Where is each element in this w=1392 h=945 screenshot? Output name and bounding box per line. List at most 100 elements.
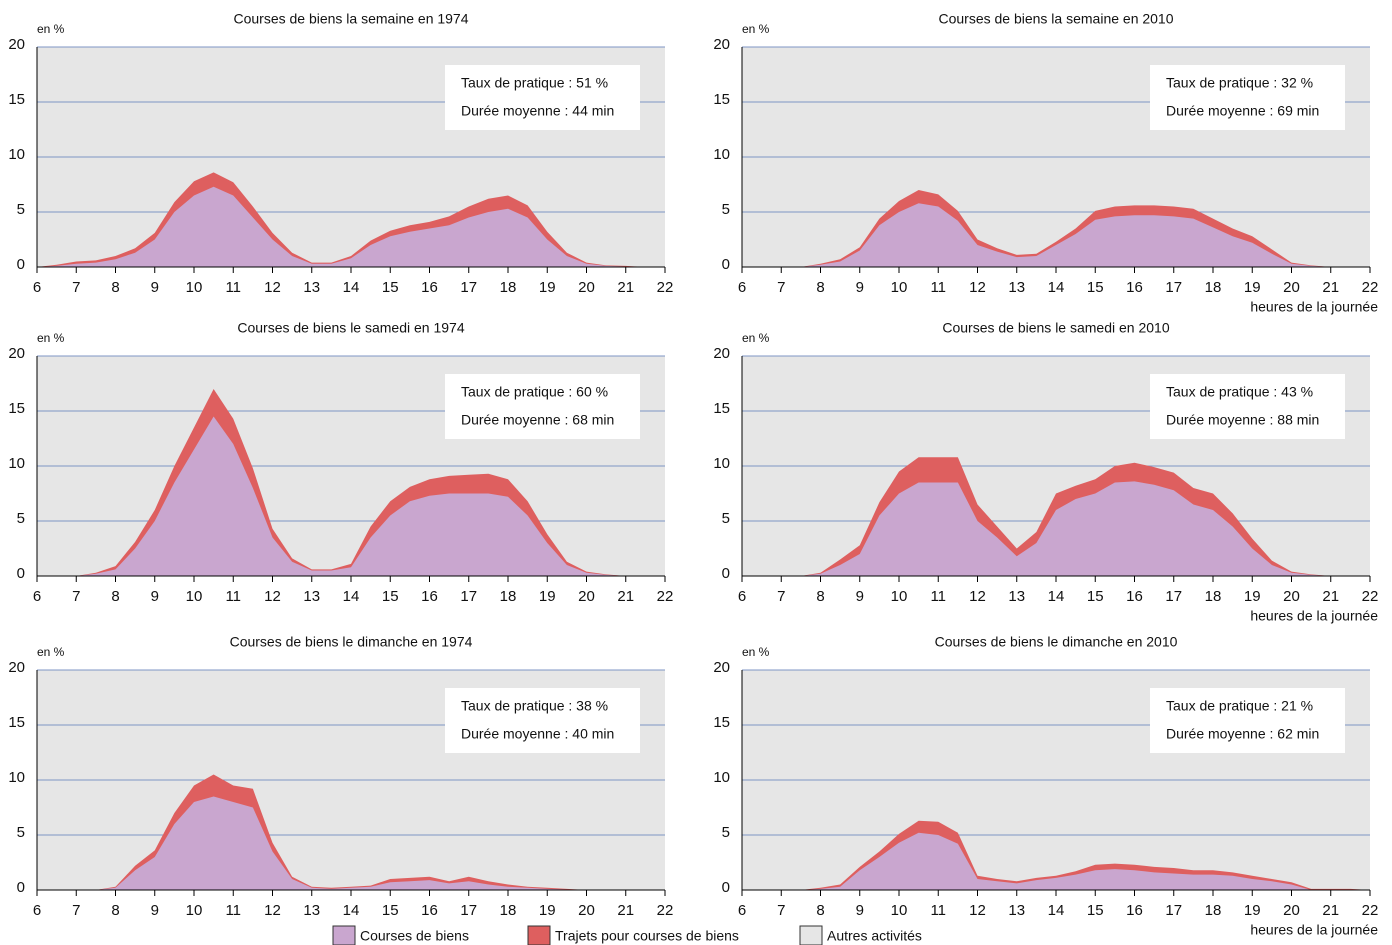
y-tick-label: 0 <box>17 256 25 273</box>
annotation-box <box>1150 374 1345 439</box>
annotation-box <box>1150 65 1345 130</box>
x-tick-label: 18 <box>1205 902 1222 919</box>
x-tick-label: 15 <box>1087 902 1104 919</box>
y-tick-label: 10 <box>713 455 730 472</box>
x-tick-label: 20 <box>1283 902 1300 919</box>
x-tick-label: 21 <box>1322 588 1339 605</box>
x-tick-label: 6 <box>33 902 41 919</box>
chart-title: Courses de biens la semaine en 1974 <box>233 11 468 27</box>
x-tick-label: 19 <box>1244 902 1261 919</box>
x-tick-label: 11 <box>930 588 946 605</box>
y-tick-label: 20 <box>8 36 25 53</box>
y-tick-label: 20 <box>713 345 730 362</box>
x-tick-label: 18 <box>1205 588 1222 605</box>
x-tick-label: 9 <box>151 902 159 919</box>
x-tick-label: 21 <box>1322 279 1339 296</box>
legend-label: Trajets pour courses de biens <box>555 928 739 944</box>
y-axis-unit: en % <box>37 331 65 345</box>
x-tick-label: 7 <box>72 902 80 919</box>
chart-title: Courses de biens le samedi en 1974 <box>237 320 464 336</box>
x-tick-label: 15 <box>382 279 399 296</box>
y-tick-label: 0 <box>722 565 730 582</box>
x-tick-label: 19 <box>1244 588 1261 605</box>
y-tick-label: 0 <box>17 565 25 582</box>
x-tick-label: 15 <box>1087 279 1104 296</box>
x-tick-label: 18 <box>500 279 517 296</box>
x-tick-label: 14 <box>343 902 360 919</box>
x-tick-label: 9 <box>856 588 864 605</box>
x-tick-label: 18 <box>1205 279 1222 296</box>
x-tick-label: 21 <box>617 588 634 605</box>
x-tick-label: 13 <box>303 588 320 605</box>
x-tick-label: 16 <box>421 588 438 605</box>
x-tick-label: 22 <box>1362 279 1379 296</box>
x-tick-label: 16 <box>421 902 438 919</box>
x-tick-label: 18 <box>500 902 517 919</box>
x-tick-label: 8 <box>816 588 824 605</box>
x-tick-label: 12 <box>969 588 986 605</box>
y-tick-label: 0 <box>722 879 730 896</box>
x-tick-label: 7 <box>777 279 785 296</box>
x-tick-label: 11 <box>930 902 946 919</box>
x-tick-label: 11 <box>225 902 241 919</box>
x-tick-label: 10 <box>891 279 908 296</box>
x-tick-label: 9 <box>856 279 864 296</box>
annotation-box <box>445 688 640 753</box>
y-axis-unit: en % <box>742 22 770 36</box>
y-tick-label: 5 <box>17 824 25 841</box>
x-axis-label: heures de la journée <box>1250 608 1378 624</box>
x-tick-label: 11 <box>225 279 241 296</box>
x-tick-label: 22 <box>657 279 674 296</box>
x-tick-label: 6 <box>738 902 746 919</box>
x-tick-label: 12 <box>264 588 281 605</box>
x-tick-label: 20 <box>578 588 595 605</box>
y-tick-label: 10 <box>8 455 25 472</box>
x-tick-label: 9 <box>151 279 159 296</box>
x-tick-label: 20 <box>578 279 595 296</box>
annotation: Durée moyenne : 69 min <box>1166 103 1319 119</box>
legend-swatch <box>527 925 551 945</box>
x-tick-label: 8 <box>111 902 119 919</box>
y-axis-unit: en % <box>37 645 65 659</box>
x-tick-label: 7 <box>72 588 80 605</box>
y-tick-label: 0 <box>722 256 730 273</box>
y-tick-label: 15 <box>713 400 730 417</box>
x-tick-label: 6 <box>738 588 746 605</box>
x-tick-label: 10 <box>186 588 203 605</box>
area <box>37 186 665 267</box>
x-tick-label: 13 <box>1008 902 1025 919</box>
legend-label: Courses de biens <box>360 928 469 944</box>
annotation-box <box>445 65 640 130</box>
y-tick-label: 20 <box>713 36 730 53</box>
x-tick-label: 12 <box>969 902 986 919</box>
legend-swatch <box>332 925 356 945</box>
x-tick-label: 9 <box>856 902 864 919</box>
x-tick-label: 20 <box>1283 279 1300 296</box>
x-tick-label: 20 <box>578 902 595 919</box>
x-tick-label: 14 <box>1048 902 1065 919</box>
x-tick-label: 8 <box>111 279 119 296</box>
x-tick-label: 22 <box>657 902 674 919</box>
x-tick-label: 6 <box>738 279 746 296</box>
x-tick-label: 13 <box>303 279 320 296</box>
x-tick-label: 22 <box>657 588 674 605</box>
x-tick-label: 7 <box>72 279 80 296</box>
annotation: Taux de pratique : 32 % <box>1166 75 1313 91</box>
y-tick-label: 20 <box>8 345 25 362</box>
annotation: Durée moyenne : 44 min <box>461 103 614 119</box>
x-tick-label: 21 <box>1322 902 1339 919</box>
x-tick-label: 6 <box>33 588 41 605</box>
x-axis-label: heures de la journée <box>1250 922 1378 938</box>
y-tick-label: 15 <box>8 714 25 731</box>
x-tick-label: 8 <box>111 588 119 605</box>
x-tick-label: 11 <box>930 279 946 296</box>
y-tick-label: 0 <box>17 879 25 896</box>
x-tick-label: 22 <box>1362 902 1379 919</box>
x-tick-label: 21 <box>617 902 634 919</box>
y-tick-label: 20 <box>713 659 730 676</box>
y-tick-label: 15 <box>713 91 730 108</box>
x-axis-label: heures de la journée <box>1250 299 1378 315</box>
area <box>37 796 665 890</box>
x-tick-label: 15 <box>1087 588 1104 605</box>
annotation: Taux de pratique : 60 % <box>461 384 608 400</box>
